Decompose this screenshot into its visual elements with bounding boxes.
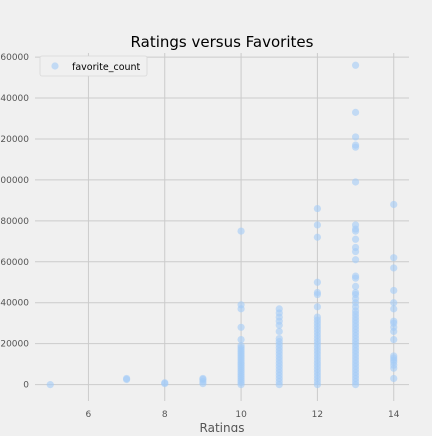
data-points [46, 61, 398, 389]
data-point [313, 288, 322, 297]
data-point [351, 235, 360, 243]
data-point [390, 335, 398, 344]
data-point [237, 227, 245, 235]
x-tick-labels: 6 8 10 12 14 [86, 410, 400, 420]
y-tick-label: 160000 [0, 53, 29, 63]
data-point [351, 243, 360, 252]
data-point [390, 305, 398, 313]
data-point [313, 303, 322, 311]
data-point [351, 221, 360, 229]
y-tick-label: 100000 [0, 176, 29, 186]
data-point [390, 299, 398, 307]
data-point [237, 323, 245, 331]
data-point [351, 141, 360, 149]
data-point [390, 317, 398, 325]
y-tick-label: 120000 [0, 135, 29, 145]
legend-box [39, 55, 148, 77]
y-tick-labels: 0 20000 40000 60000 80000 100000 120000 140000 1… [0, 53, 29, 391]
data-point [351, 282, 360, 290]
data-point [313, 233, 322, 241]
x-axis-label: Ratings [200, 421, 245, 432]
data-point [237, 342, 245, 350]
x-tick-label: 14 [388, 410, 400, 420]
grid-lines [35, 53, 409, 401]
data-point [275, 305, 283, 313]
legend-label: favorite_count [72, 62, 141, 73]
x-tick-label: 8 [162, 410, 168, 420]
data-point [275, 327, 283, 335]
data-point [313, 278, 322, 286]
y-tick-label: 60000 [0, 258, 29, 268]
data-point [46, 381, 54, 389]
data-point [199, 374, 207, 383]
y-tick-label: 80000 [0, 217, 29, 227]
data-point [390, 264, 398, 272]
y-tick-label: 20000 [0, 340, 29, 350]
data-point [390, 352, 398, 360]
y-tick-label: 0 [23, 381, 29, 391]
data-point [390, 200, 398, 209]
data-point [161, 379, 169, 387]
data-point [351, 108, 360, 116]
data-point [351, 256, 360, 264]
data-point [390, 254, 398, 262]
plot-area [35, 53, 409, 401]
data-point [351, 272, 360, 280]
x-tick-label: 6 [86, 410, 92, 420]
data-point [351, 178, 360, 186]
data-point [351, 61, 360, 69]
data-point [275, 334, 283, 343]
legend-marker [51, 62, 59, 70]
data-point [313, 221, 322, 229]
data-point [122, 374, 131, 383]
data-point [237, 301, 245, 309]
data-point [390, 286, 398, 295]
y-tick-label: 140000 [0, 94, 29, 104]
x-tick-label: 12 [312, 410, 323, 420]
data-point [390, 374, 398, 383]
data-point [313, 204, 322, 213]
data-point [351, 288, 360, 297]
chart-title: Ratings versus Favorites [131, 33, 314, 51]
y-tick-label: 40000 [0, 299, 29, 309]
data-point [237, 335, 245, 344]
legend: favorite_count [39, 55, 148, 77]
data-point [313, 313, 322, 321]
x-tick-label: 10 [235, 410, 247, 420]
data-point [351, 133, 360, 141]
